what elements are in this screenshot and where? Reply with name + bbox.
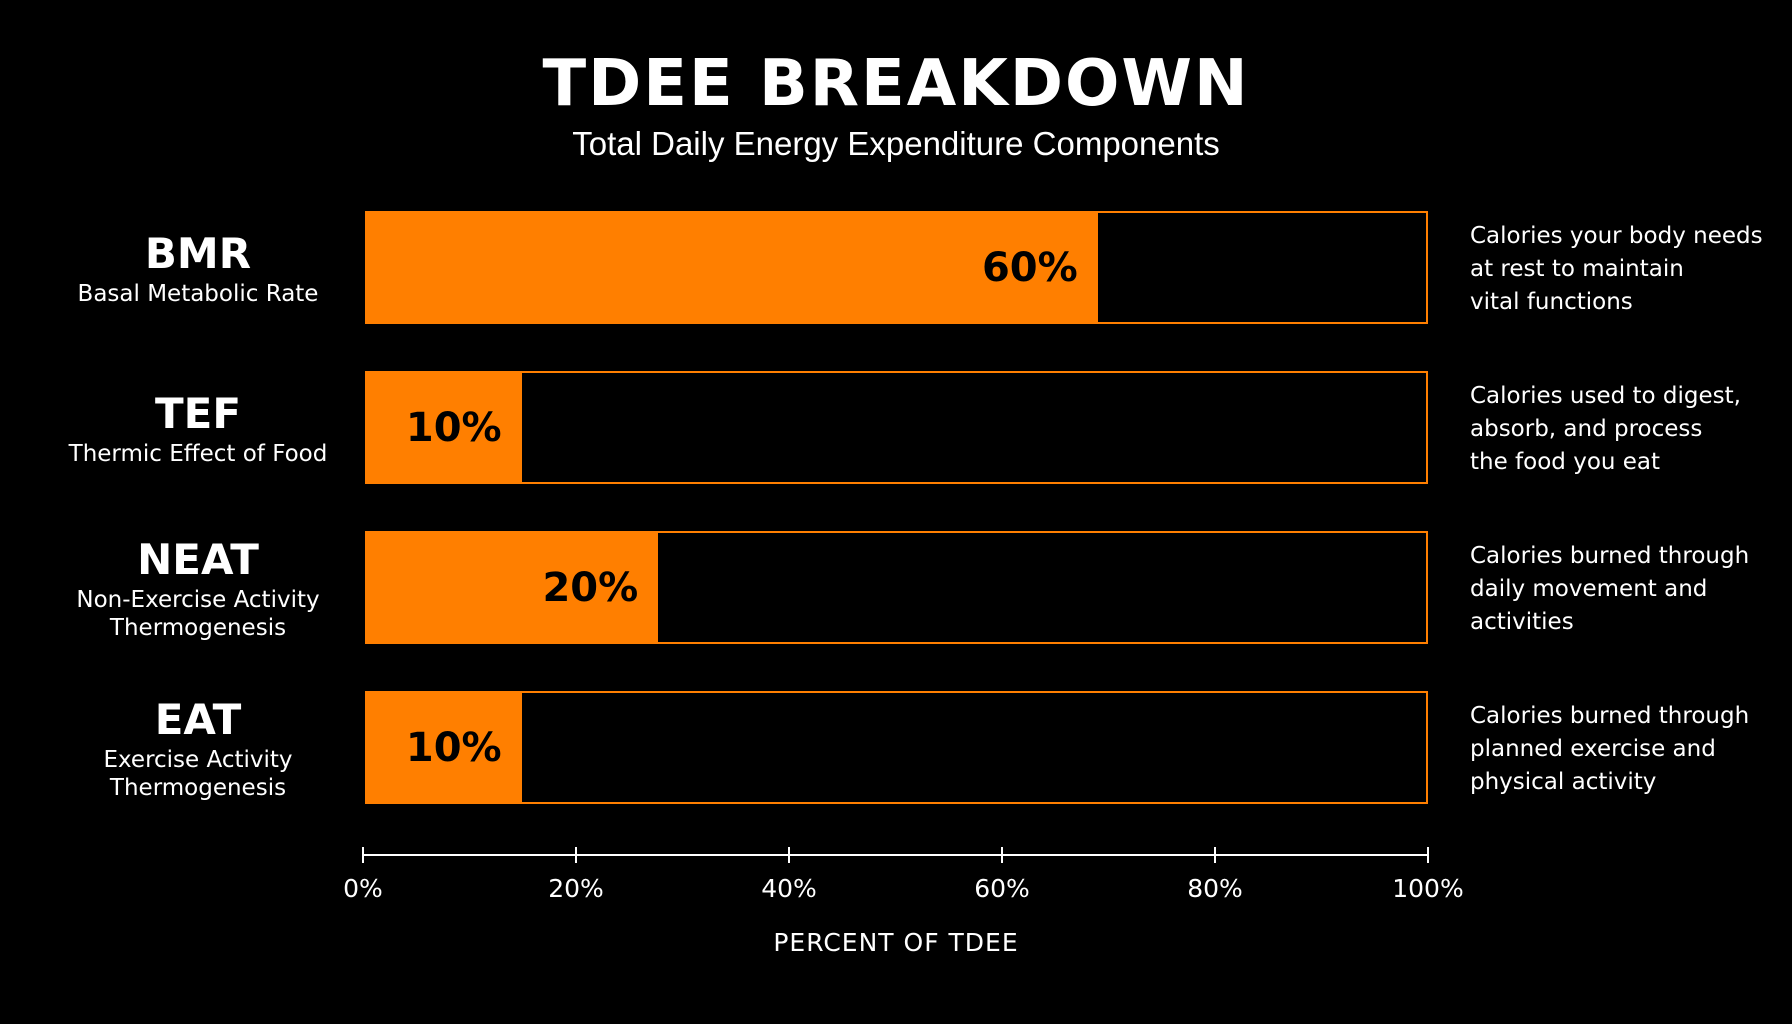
category-fullname: Thermic Effect of Food [68,441,328,467]
bar-track: 60% [365,211,1428,324]
bar-row-neat: NEAT Non-Exercise Activity Thermogenesis 2… [0,531,1792,647]
x-tick [1001,847,1003,863]
x-tick-label: 40% [761,874,817,903]
x-tick-label: 0% [343,874,383,903]
bar-value-label: 60% [981,244,1078,291]
category-abbr: BMR [144,229,252,278]
category-abbr: TEF [154,389,242,438]
bar-value-label: 10% [405,724,502,771]
x-tick-label: 20% [548,874,604,903]
category-abbr: NEAT [137,535,259,584]
chart-title: TDEE BREAKDOWN [542,47,1250,121]
x-tick-label: 60% [974,874,1030,903]
bar: 60% [367,213,1098,322]
x-tick-label: 80% [1187,874,1243,903]
category-label: EAT Exercise Activity Thermogenesis [48,691,348,807]
bar: 20% [367,533,659,642]
x-tick [362,847,364,863]
category-fullname: Non-Exercise Activity Thermogenesis [76,587,320,641]
category-description: Calories your body needs at rest to main… [1470,222,1763,315]
category-fullname: Exercise Activity Thermogenesis [103,747,293,801]
category-label: NEAT Non-Exercise Activity Thermogenesis [48,531,348,647]
x-tick [1214,847,1216,863]
bar-row-tef: TEF Thermic Effect of Food 10% Calories use… [0,371,1792,487]
x-tick [788,847,790,863]
category-fullname: Basal Metabolic Rate [77,281,319,307]
bar-row-eat: EAT Exercise Activity Thermogenesis 10% Cal… [0,691,1792,807]
category-abbr: EAT [154,695,242,744]
bar-value-label: 10% [405,404,502,451]
bar-row-bmr: BMR Basal Metabolic Rate 60% Calories your … [0,211,1792,327]
bar: 10% [367,373,522,482]
x-tick [1427,847,1429,863]
x-tick-label: 100% [1392,874,1464,903]
bar-value-label: 20% [542,564,639,611]
category-description: Calories burned through planned exercise… [1470,702,1750,795]
x-axis-line [362,854,1429,856]
x-tick [575,847,577,863]
x-axis-label: PERCENT OF TDEE [773,928,1019,957]
x-axis: 0% 20% 40% 60% 80% 100% [0,840,1792,930]
category-description: Calories burned through daily movement a… [1470,542,1750,635]
bar-track: 10% [365,371,1428,484]
category-description: Calories used to digest, absorb, and pro… [1470,382,1741,475]
chart-subtitle: Total Daily Energy Expenditure Component… [572,125,1220,162]
category-label: TEF Thermic Effect of Food [48,371,348,487]
category-label: BMR Basal Metabolic Rate [48,211,348,327]
bar: 10% [367,693,522,802]
bar-track: 10% [365,691,1428,804]
bar-track: 20% [365,531,1428,644]
